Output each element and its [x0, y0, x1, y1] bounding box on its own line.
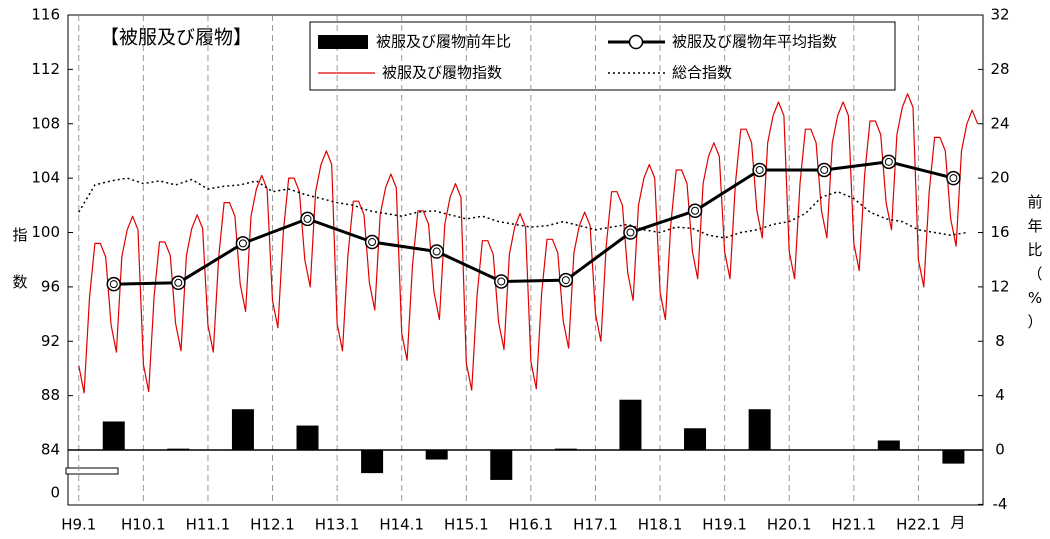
point [687, 203, 703, 219]
bar [877, 440, 900, 451]
legend-label: 総合指数 [672, 64, 732, 82]
y2-tick-label: 32 [990, 6, 1009, 24]
y2-tick-label: 4 [995, 386, 1005, 404]
bar [942, 450, 965, 464]
y2-tick-label: 8 [995, 332, 1005, 350]
y2-tick-label: 16 [990, 223, 1009, 241]
y-axis-label: 指数 [12, 226, 27, 291]
y-tick-label: 100 [31, 223, 60, 241]
point-inner [561, 276, 570, 285]
x-tick-label: H20.1 [767, 516, 812, 534]
x-tick-label: H11.1 [186, 516, 231, 534]
point [171, 275, 186, 291]
point [364, 234, 380, 250]
plot-frame [67, 14, 984, 506]
y-tick-label: 108 [31, 114, 60, 132]
bar [425, 450, 448, 460]
point [946, 170, 961, 186]
y2-tick-label: -4 [993, 495, 1008, 513]
point-inner [174, 278, 183, 287]
series-line [78, 177, 968, 239]
point-inner [949, 174, 958, 183]
point [881, 154, 897, 170]
bar [167, 448, 190, 451]
x-tick-label: H19.1 [702, 516, 747, 534]
y2-tick-label: 0 [995, 441, 1005, 459]
bar [361, 450, 384, 474]
point-inner [755, 165, 764, 174]
y2-axis-label: 前年比（%） [1027, 193, 1042, 331]
legend-label: 被服及び履物年平均指数 [672, 33, 837, 51]
x-tick-label: H17.1 [573, 516, 618, 534]
y2-tick-label: 12 [990, 277, 1009, 295]
point-inner [884, 157, 893, 166]
bar [490, 450, 513, 480]
legend-marker [628, 34, 644, 50]
series-line [113, 160, 954, 286]
x-tick-label: H18.1 [638, 516, 683, 534]
point [300, 211, 315, 227]
point-inner [626, 228, 635, 237]
legend-label: 被服及び履物前年比 [376, 33, 511, 51]
point [429, 244, 444, 259]
axis-label-text: 指数 [12, 226, 27, 291]
legend-label: 被服及び履物指数 [382, 64, 502, 82]
point-inner [238, 239, 247, 248]
point-inner [303, 214, 312, 223]
y2-tick-label: 20 [990, 169, 1009, 187]
point-inner [820, 165, 829, 174]
bar [554, 448, 577, 451]
y-tick-label: 84 [41, 441, 60, 459]
y-tick-label: 96 [41, 277, 60, 295]
point-inner [368, 238, 377, 247]
y2-tick-label: 24 [990, 114, 1009, 132]
x-tick-label: H12.1 [250, 516, 295, 534]
x-tick-label: H21.1 [831, 516, 876, 534]
point-inner [497, 277, 506, 286]
x-tick-label: H15.1 [444, 516, 489, 534]
point [494, 274, 509, 289]
y2-tick-label: 28 [990, 60, 1009, 78]
bar [231, 409, 254, 451]
x-tick-label: H9.1 [61, 516, 96, 534]
point [623, 225, 638, 240]
bar [619, 399, 642, 451]
point [106, 276, 121, 292]
y-tick-label: 112 [31, 60, 60, 78]
bar [296, 425, 319, 451]
x-tick-label: H16.1 [509, 516, 554, 534]
point-inner [691, 206, 700, 215]
x-unit: 月 [950, 514, 965, 532]
axis-label-text: 前年比（%） [1027, 193, 1042, 331]
point [752, 162, 767, 178]
x-tick-label: H10.1 [121, 516, 166, 534]
x-tick-label: H14.1 [379, 516, 424, 534]
point [816, 162, 832, 178]
x-tick-label: H13.1 [315, 516, 360, 534]
point [235, 236, 251, 251]
y-tick-label: 104 [31, 169, 60, 187]
axis-break [65, 467, 119, 475]
y-tick-label: 116 [31, 6, 60, 24]
legend-swatch [318, 35, 368, 49]
point-inner [109, 280, 118, 289]
x-tick-label: H22.1 [896, 516, 941, 534]
bar [684, 428, 707, 451]
y-tick-label: 88 [41, 386, 60, 404]
chart-title: 【被服及び履物】 [100, 27, 252, 49]
bar [102, 421, 125, 451]
legend-box [309, 21, 896, 91]
series-line [78, 93, 979, 394]
point-inner [432, 247, 441, 256]
point [558, 272, 574, 288]
bar [748, 409, 771, 451]
y-break-label: 0 [50, 484, 60, 502]
y-tick-label: 92 [41, 332, 60, 350]
